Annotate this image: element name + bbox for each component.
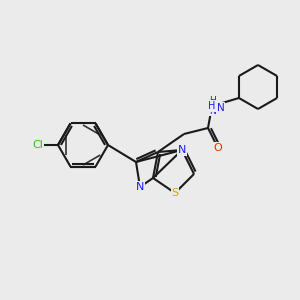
Text: Cl: Cl	[33, 140, 44, 150]
Text: S: S	[171, 188, 178, 198]
Text: N: N	[136, 182, 144, 192]
Text: N: N	[178, 145, 186, 155]
Text: N: N	[136, 182, 144, 192]
Text: N: N	[217, 103, 225, 113]
Text: O: O	[214, 143, 222, 153]
Text: O: O	[214, 143, 222, 153]
Text: H: H	[208, 101, 216, 111]
Text: H
N: H N	[208, 96, 215, 116]
Text: N: N	[178, 145, 186, 155]
Text: S: S	[171, 188, 178, 198]
